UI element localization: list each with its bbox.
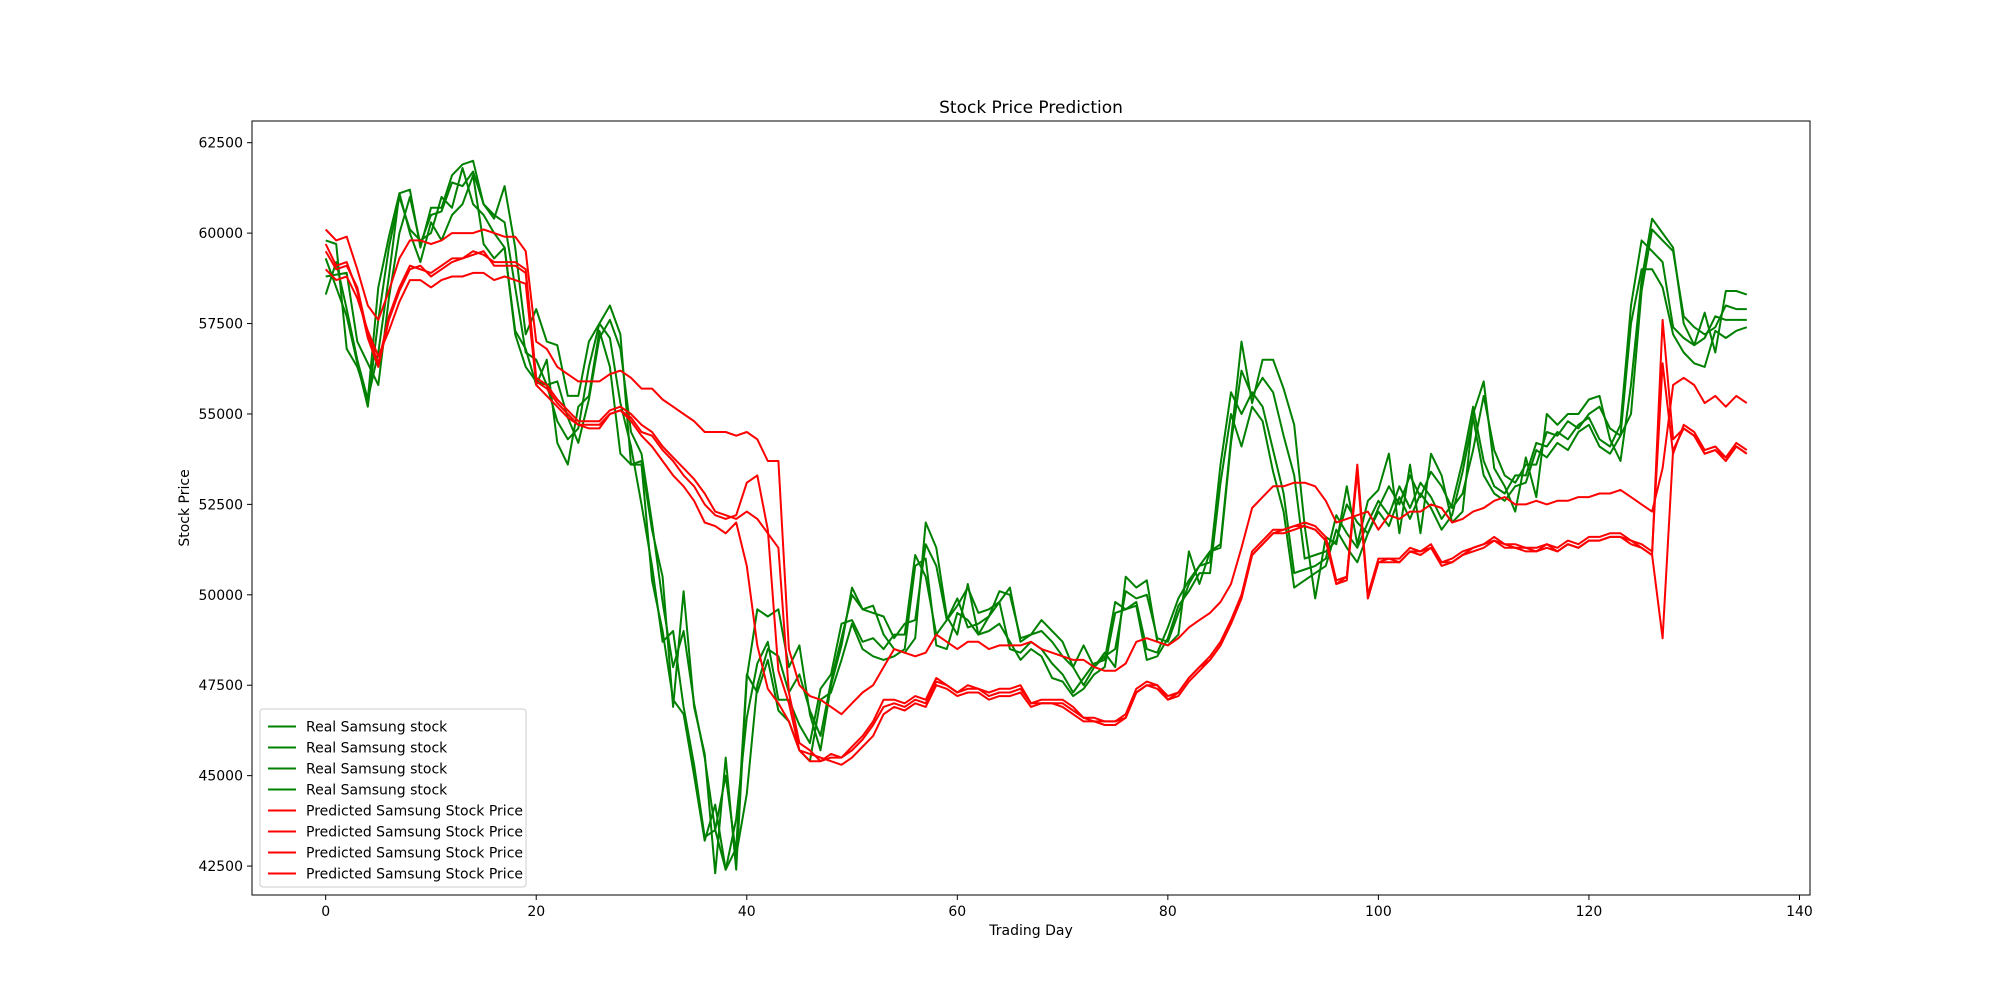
y-tick-label: 57500: [198, 317, 243, 333]
legend-entry-label: Real Samsung stock: [306, 783, 448, 799]
x-axis: 0 20 40 60 80 100 120 140: [321, 895, 1813, 920]
legend-box: [259, 708, 527, 888]
x-tick-label: 20: [527, 904, 545, 920]
predicted-series-line-6: [324, 250, 1748, 763]
series-layer: [324, 159, 1748, 875]
x-tick-label: 100: [1365, 904, 1392, 920]
y-axis: 42500 45000 47500 50000 52500 55000 57500 60000…: [198, 136, 252, 875]
legend-entry-label: Predicted Samsung Stock Price: [306, 825, 523, 841]
y-tick-label: 45000: [198, 769, 243, 785]
x-tick-label: 40: [738, 904, 756, 920]
x-tick-label: 120: [1576, 904, 1603, 920]
legend-entry-label: Predicted Samsung Stock Price: [306, 867, 523, 883]
y-tick-label: 60000: [198, 226, 243, 242]
x-tick-label: 60: [948, 904, 966, 920]
predicted-series-line-7: [324, 268, 1748, 766]
chart-legend: Real Samsung stock Real Samsung stock Real…: [259, 708, 527, 888]
y-tick-label: 62500: [198, 136, 243, 152]
legend-entry-label: Real Samsung stock: [306, 762, 448, 778]
legend-entry-label: Predicted Samsung Stock Price: [306, 846, 523, 862]
y-tick-label: 55000: [198, 407, 243, 423]
y-tick-label: 47500: [198, 678, 243, 694]
x-tick-label: 80: [1159, 904, 1177, 920]
legend-entry-label: Real Samsung stock: [306, 741, 448, 757]
x-axis-label: Trading Day: [988, 923, 1072, 939]
real-series-line-4: [325, 174, 1748, 871]
x-tick-label: 140: [1786, 904, 1813, 920]
y-tick-label: 50000: [198, 588, 243, 604]
plot-area-frame: [251, 120, 1811, 896]
y-axis-label: Stock Price: [177, 469, 193, 546]
predicted-series-line-8: [324, 243, 1748, 763]
y-tick-label: 42500: [198, 859, 243, 875]
x-tick-label: 0: [321, 904, 330, 920]
legend-entry-label: Predicted Samsung Stock Price: [306, 804, 523, 820]
chart-title: Stock Price Prediction: [939, 98, 1123, 118]
legend-entry-label: Real Samsung stock: [306, 720, 448, 736]
predicted-series-line-5: [324, 228, 1748, 716]
y-tick-label: 52500: [198, 497, 243, 513]
